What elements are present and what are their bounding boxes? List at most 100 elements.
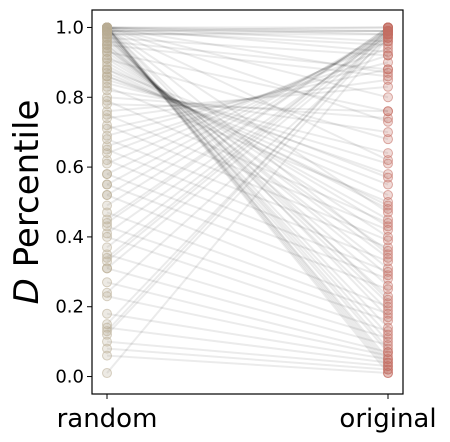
pair-line-99: [106, 354, 389, 375]
y-tick-label-1: 0.2: [55, 297, 84, 318]
pair-line-31: [106, 85, 389, 113]
random-point-19: [102, 50, 112, 61]
random-point-52: [102, 329, 112, 340]
pair-line-8: [106, 33, 389, 336]
original-point-85: [383, 284, 393, 295]
pair-line-93: [106, 281, 389, 354]
pair-line-13: [106, 40, 389, 297]
random-point-32: [102, 113, 112, 124]
pair-line-53: [106, 37, 389, 374]
random-point-78: [102, 109, 112, 120]
original-point-86: [383, 294, 393, 305]
random-point-22: [102, 60, 112, 71]
original-point-87: [383, 301, 393, 312]
original-point-18: [383, 245, 393, 256]
pair-line-69: [106, 50, 389, 113]
original-point-20: [383, 221, 393, 232]
original-point-83: [383, 266, 393, 277]
pair-line-18: [106, 51, 389, 252]
pair-line-64: [106, 36, 389, 57]
x-axis: random original: [57, 394, 437, 434]
original-point-97: [383, 361, 393, 372]
original-point-67: [383, 71, 393, 82]
pair-line-0: [106, 26, 389, 374]
original-point-15: [383, 270, 393, 281]
random-point-30: [102, 99, 112, 110]
y-axis-label: D Percentile: [7, 100, 47, 305]
random-point-46: [102, 252, 112, 263]
pair-line-47: [106, 30, 389, 263]
original-point-32: [383, 74, 393, 85]
random-point-69: [102, 46, 112, 57]
pair-line-83: [106, 159, 389, 273]
pair-line-56: [106, 26, 389, 32]
random-point-17: [102, 43, 112, 54]
pair-line-50: [106, 30, 389, 325]
original-point-61: [383, 36, 393, 47]
original-point-16: [383, 263, 393, 274]
pair-line-42: [106, 26, 389, 221]
pair-line-7: [106, 30, 389, 343]
pair-line-75: [106, 85, 389, 203]
original-point-74: [383, 179, 393, 190]
original-point-62: [383, 39, 393, 50]
original-point-55: [383, 22, 393, 33]
pair-line-11: [106, 37, 389, 311]
random-point-74: [102, 71, 112, 82]
pair-line-1: [106, 26, 389, 371]
random-point-94: [102, 291, 112, 302]
pair-line-34: [106, 61, 389, 137]
pair-line-63: [106, 26, 389, 53]
original-point-99: [383, 368, 393, 379]
original-point-98: [383, 364, 393, 375]
random-point-41: [102, 200, 112, 211]
pair-line-72: [106, 26, 389, 162]
random-point-85: [102, 179, 112, 190]
pair-line-60: [106, 29, 389, 36]
pair-line-22: [106, 64, 389, 210]
original-point-23: [383, 200, 393, 211]
random-point-92: [102, 263, 112, 274]
pair-line-55: [106, 26, 389, 32]
pair-line-52: [106, 33, 389, 336]
pair-line-85: [106, 183, 389, 291]
pair-line-20: [106, 58, 389, 228]
random-point-79: [102, 120, 112, 131]
pair-line-73: [106, 68, 389, 179]
pair-line-51: [106, 26, 389, 332]
original-point-95: [383, 354, 393, 365]
original-point-89: [383, 315, 393, 326]
original-point-78: [383, 224, 393, 235]
random-point-42: [102, 214, 112, 225]
y-tick-label-0: 0.0: [55, 367, 84, 388]
y-tick-label-4: 0.8: [55, 87, 84, 108]
pair-line-84: [106, 173, 389, 280]
original-point-24: [383, 190, 393, 201]
random-point-77: [102, 95, 112, 106]
pair-line-49: [106, 37, 389, 294]
original-point-92: [383, 340, 393, 351]
pair-line-38: [106, 37, 389, 175]
random-point-49: [102, 287, 112, 298]
original-point-21: [383, 214, 393, 225]
original-point-31: [383, 81, 393, 92]
pair-line-43: [106, 26, 389, 224]
random-point-27: [102, 78, 112, 89]
pair-line-81: [106, 26, 389, 256]
original-point-34: [383, 57, 393, 68]
pair-line-25: [106, 75, 389, 176]
pair-line-76: [106, 26, 389, 214]
paired-lines-layer: [106, 26, 389, 375]
random-point-99: [102, 350, 112, 361]
original-point-13: [383, 291, 393, 302]
original-point-77: [383, 217, 393, 228]
pair-line-2: [106, 26, 389, 367]
pair-line-95: [106, 312, 389, 361]
y-tick-label-5: 1.0: [55, 17, 84, 38]
random-point-62: [102, 25, 112, 36]
original-point-36: [383, 43, 393, 54]
random-point-91: [102, 249, 112, 260]
pair-line-30: [106, 103, 389, 113]
y-tick-label-3: 0.6: [55, 157, 84, 178]
